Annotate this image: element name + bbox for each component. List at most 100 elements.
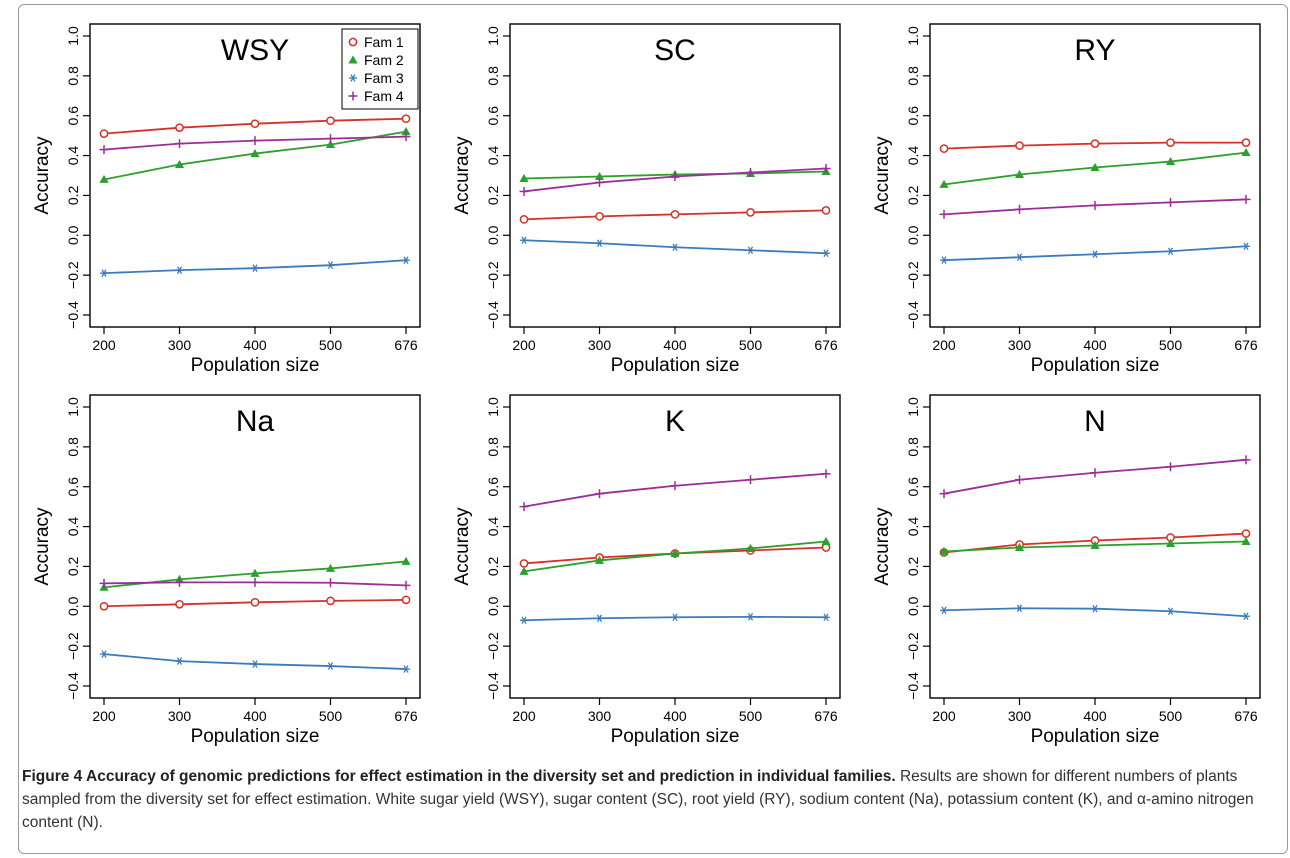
y-tick-label: −0.2 <box>485 632 501 660</box>
y-axis-label: Accuracy <box>452 136 473 215</box>
data-point-fam-2 <box>401 127 411 136</box>
series-line-fam-3 <box>103 653 407 670</box>
data-point-fam-1 <box>821 543 831 552</box>
data-point-fam-3 <box>251 660 259 668</box>
legend-marker <box>348 37 358 47</box>
data-point-fam-3 <box>175 657 184 665</box>
data-point-fam-2 <box>594 555 605 564</box>
y-axis-label: Accuracy <box>872 507 893 586</box>
y-tick-label: 0.6 <box>485 106 501 126</box>
y-tick-label: −0.4 <box>65 301 81 329</box>
data-point-fam-3 <box>520 616 528 625</box>
y-tick-label: 0.2 <box>905 185 921 205</box>
data-point-fam-1 <box>250 119 260 129</box>
data-point-fam-1 <box>99 601 109 611</box>
x-tick-label: 300 <box>588 708 612 724</box>
caption-title: Figure 4 Accuracy of genomic predictions… <box>22 768 896 785</box>
x-tick-label: 676 <box>814 337 838 353</box>
x-tick-label: 400 <box>663 337 687 353</box>
panel-title: RY <box>1074 34 1115 67</box>
data-point-fam-2 <box>821 536 831 545</box>
data-point-fam-2 <box>174 159 185 168</box>
data-point-fam-3 <box>746 613 755 621</box>
x-tick-label: 400 <box>243 708 267 724</box>
y-tick-label: 0.4 <box>65 146 81 166</box>
y-tick-label: 0.6 <box>65 477 81 497</box>
y-axis-label: Accuracy <box>32 136 53 215</box>
data-point-fam-2 <box>250 148 260 158</box>
data-point-fam-3 <box>1166 247 1175 256</box>
y-tick-label: 0.8 <box>65 66 81 86</box>
x-tick-label: 300 <box>588 337 612 353</box>
y-tick-label: 0.0 <box>65 225 81 245</box>
y-axis-label: Accuracy <box>872 136 893 215</box>
x-tick-label: 200 <box>932 337 956 353</box>
data-point-fam-3 <box>402 256 410 264</box>
x-tick-label: 676 <box>1234 337 1258 353</box>
data-point-fam-3 <box>100 650 108 658</box>
data-point-fam-2 <box>519 173 529 182</box>
data-point-fam-1 <box>821 206 831 215</box>
data-point-fam-2 <box>1014 169 1025 178</box>
data-point-fam-2 <box>939 179 949 188</box>
x-tick-label: 500 <box>739 337 763 353</box>
data-point-fam-3 <box>1242 612 1250 621</box>
y-tick-label: 1.0 <box>65 397 81 417</box>
panel-title: SC <box>654 34 696 67</box>
data-point-fam-2 <box>401 556 411 565</box>
x-tick-label: 676 <box>814 708 838 724</box>
data-point-fam-4 <box>99 145 109 155</box>
y-tick-label: 1.0 <box>905 26 921 46</box>
chart-panel-na: −0.4 −0.2 0.0 0.2 0.4 0.6 0.8 1.0 200 300 400 500 67… <box>32 394 421 747</box>
x-tick-label: 400 <box>1083 708 1107 724</box>
data-point-fam-4 <box>326 578 335 588</box>
x-tick-label: 400 <box>243 337 267 353</box>
data-point-fam-4 <box>250 136 260 146</box>
legend-label: Fam 1 <box>364 34 404 50</box>
x-tick-label: 200 <box>512 337 536 353</box>
legend-marker <box>349 74 357 82</box>
data-point-fam-1 <box>939 144 949 153</box>
data-point-fam-3 <box>822 249 830 258</box>
y-tick-label: −0.4 <box>485 672 501 700</box>
y-axis-label: Accuracy <box>452 507 473 586</box>
data-point-fam-4 <box>250 577 260 587</box>
data-point-fam-3 <box>822 613 830 622</box>
y-tick-label: 0.8 <box>905 437 921 457</box>
data-point-fam-4 <box>401 132 411 142</box>
series-line-fam-3 <box>103 259 407 275</box>
y-tick-label: 0.4 <box>65 517 81 537</box>
plot-frame <box>89 394 421 699</box>
y-tick-label: 0.2 <box>485 556 501 576</box>
data-point-fam-2 <box>594 171 605 180</box>
legend-marker <box>348 91 358 101</box>
data-point-fam-1 <box>175 123 184 133</box>
x-axis-label: Population size <box>1031 355 1160 376</box>
x-tick-label: 300 <box>1008 337 1032 353</box>
y-tick-label: 0.0 <box>905 225 921 245</box>
data-point-fam-4 <box>1166 197 1175 207</box>
data-point-fam-4 <box>175 577 184 587</box>
x-tick-label: 676 <box>394 708 418 724</box>
data-point-fam-4 <box>1090 200 1100 210</box>
y-tick-label: −0.2 <box>65 261 81 289</box>
data-point-fam-1 <box>401 595 411 605</box>
data-point-fam-2 <box>670 548 680 557</box>
data-point-fam-2 <box>1241 536 1251 545</box>
data-point-fam-3 <box>1015 604 1024 613</box>
data-point-fam-3 <box>671 613 679 622</box>
y-tick-label: 0.8 <box>485 66 501 86</box>
y-tick-label: 0.4 <box>485 517 501 537</box>
x-axis-label: Population size <box>191 355 320 376</box>
data-point-fam-2 <box>250 568 260 577</box>
x-tick-label: 300 <box>168 708 192 724</box>
data-point-fam-3 <box>595 614 604 623</box>
y-tick-label: −0.4 <box>485 301 501 329</box>
data-point-fam-4 <box>595 177 604 187</box>
y-tick-label: −0.4 <box>905 301 921 329</box>
data-point-fam-1 <box>401 114 411 124</box>
x-tick-label: 500 <box>739 708 763 724</box>
data-point-fam-1 <box>746 208 755 217</box>
x-axis-label: Population size <box>611 355 740 376</box>
panel-title: Na <box>236 405 275 438</box>
